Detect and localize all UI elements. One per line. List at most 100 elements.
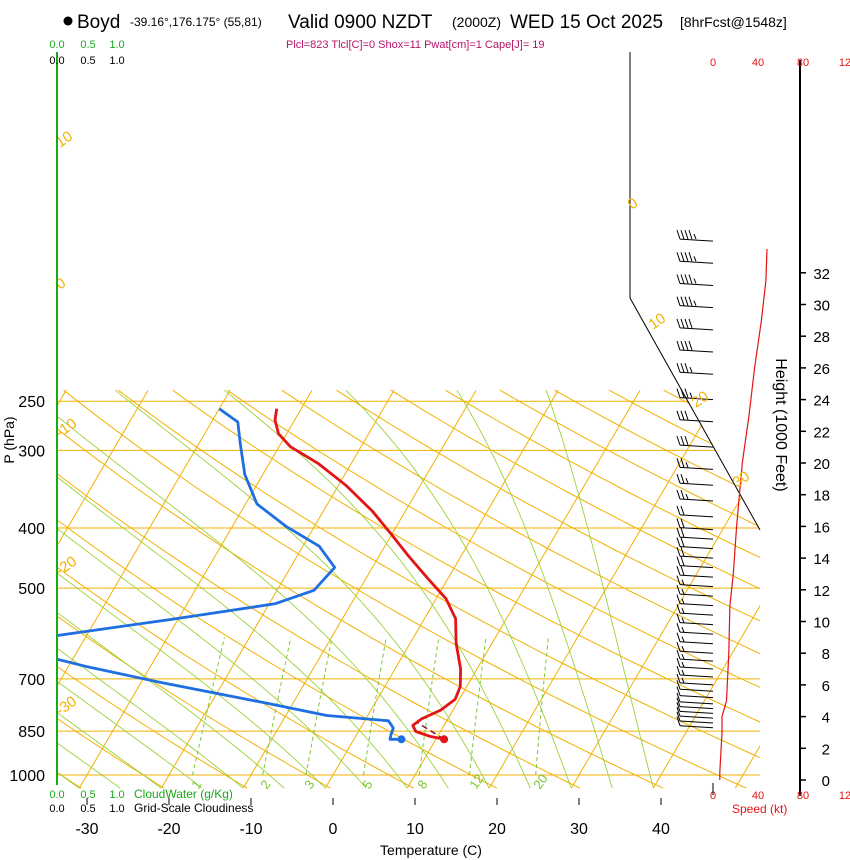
wind-barb-flag bbox=[680, 565, 685, 576]
wind-barb-staff bbox=[679, 466, 714, 470]
cloud-tick-label: 0.0 bbox=[49, 39, 64, 51]
wind-barb-flag bbox=[676, 613, 681, 623]
dewpoint-line bbox=[56, 407, 402, 741]
temperature-tick-label: 10 bbox=[406, 821, 424, 838]
wind-barb-half bbox=[689, 367, 693, 373]
wind-barb-staff bbox=[679, 327, 714, 331]
wind-barb-staff bbox=[679, 603, 714, 607]
valid-date: WED 15 Oct 2025 bbox=[510, 12, 663, 33]
isotherm-label: 0 bbox=[53, 275, 70, 294]
station-marker-icon bbox=[63, 16, 73, 26]
wind-barb-staff bbox=[679, 536, 714, 540]
cloudiness-label: Grid-Scale Cloudiness bbox=[134, 801, 253, 815]
wind-barb-staff bbox=[679, 666, 714, 670]
speed-tick-label: 40 bbox=[752, 790, 764, 802]
wind-barb-flag bbox=[680, 474, 685, 484]
height-tick-label: 14 bbox=[813, 551, 830, 568]
wind-barb-flag bbox=[676, 474, 681, 484]
wind-barb-staff bbox=[679, 706, 714, 710]
isotherm-label: 30 bbox=[730, 468, 753, 491]
wind-barb-flag bbox=[676, 318, 681, 329]
wind-barb-half bbox=[681, 653, 685, 660]
wind-barb-staff bbox=[679, 641, 714, 645]
wind-barb-flag bbox=[676, 489, 681, 500]
wind-barb-flag bbox=[676, 575, 681, 585]
wind-barb-half bbox=[693, 233, 697, 240]
wind-barb bbox=[676, 410, 714, 423]
wind-barb-flag bbox=[684, 410, 689, 420]
wind-barb-staff bbox=[679, 674, 714, 678]
wind-barb-flag bbox=[688, 229, 693, 240]
speed-tick-label: 40 bbox=[752, 57, 764, 69]
mixing-ratio-label: 8 bbox=[414, 777, 430, 792]
height-tick-label: 20 bbox=[813, 456, 830, 473]
height-tick-label: 16 bbox=[813, 519, 830, 536]
wind-barb bbox=[676, 296, 714, 309]
moist-adiabat-line bbox=[56, 389, 408, 789]
pressure-tick-label: 300 bbox=[18, 443, 45, 460]
speed-axis-title: Speed (kt) bbox=[732, 802, 787, 816]
isotherm-line bbox=[78, 389, 313, 789]
wind-barb-flag bbox=[676, 632, 681, 642]
grid-lines bbox=[56, 389, 760, 789]
wind-barb-staff bbox=[679, 622, 714, 626]
utc-time: (2000Z) bbox=[452, 14, 501, 30]
dry-adiabat-line bbox=[336, 389, 760, 789]
wind-barb-staff bbox=[679, 593, 714, 597]
height-tick-label: 22 bbox=[813, 424, 830, 441]
wind-barb bbox=[676, 274, 714, 286]
wind-barb-flag bbox=[676, 711, 681, 722]
isotherm-line bbox=[56, 389, 231, 789]
temperature-tick-label: 30 bbox=[570, 821, 588, 838]
temperature-tick-label: 20 bbox=[488, 821, 506, 838]
wind-barb bbox=[676, 363, 714, 375]
temperature-tick-label: 40 bbox=[652, 821, 670, 838]
height-tick-label: 24 bbox=[813, 393, 830, 410]
wind-barb-staff bbox=[679, 701, 714, 705]
wind-barb-flag bbox=[676, 692, 681, 703]
wind-barb-staff bbox=[679, 612, 714, 616]
wind-barb-flag bbox=[688, 340, 693, 351]
wind-barb-flag bbox=[688, 318, 693, 329]
valid-time: Valid 0900 NZDT bbox=[288, 12, 433, 33]
speed-tick-label: 12 bbox=[839, 790, 850, 802]
wind-barb-staff bbox=[679, 565, 714, 569]
wind-barb-staff bbox=[679, 444, 714, 448]
cloud-tick-label: 0.0 bbox=[49, 789, 64, 801]
wind-barb-staff bbox=[679, 715, 714, 719]
wind-barb-flag bbox=[684, 318, 689, 329]
wind-barb bbox=[676, 340, 714, 353]
wind-barb bbox=[676, 556, 714, 569]
y-axis-title: P (hPa) bbox=[1, 416, 17, 463]
isotherm-label: 10 bbox=[53, 128, 76, 151]
forecast-info: [8hrFcst@1548z] bbox=[680, 14, 787, 30]
wind-barb-flag bbox=[684, 435, 689, 446]
wind-barb bbox=[676, 435, 714, 448]
wind-barb-staff bbox=[679, 238, 714, 242]
wind-barb bbox=[676, 665, 714, 678]
height-tick-label: 2 bbox=[822, 741, 830, 758]
speed-tick-label: 0 bbox=[710, 57, 716, 69]
cloud-tick-label: 0.5 bbox=[80, 39, 95, 51]
moist-adiabat-line bbox=[56, 389, 449, 789]
wind-barb-staff bbox=[679, 371, 714, 375]
wind-barb-half bbox=[681, 661, 685, 668]
dry-adiabat-line bbox=[117, 389, 760, 789]
wind-barb-flag bbox=[676, 252, 681, 262]
wind-barb bbox=[676, 716, 714, 729]
wind-barb-half bbox=[681, 588, 685, 595]
height-tick-label: 32 bbox=[813, 266, 830, 283]
wind-barb bbox=[676, 707, 714, 719]
wind-barb-flag bbox=[676, 518, 681, 528]
wind-barb bbox=[676, 711, 714, 724]
cloud-tick-label: 1.0 bbox=[109, 55, 124, 67]
wind-barb bbox=[676, 692, 714, 705]
wind-barb-staff bbox=[679, 710, 714, 714]
cloud-axis-ticks: 0.0 0.5 1.0 0.0 0.5 1.0 0.0 0.5 1.0 0.0 0.5 1.0 bbox=[49, 39, 124, 815]
cloud-tick-label: 0.0 bbox=[49, 803, 64, 815]
cloud-tick-label: 1.0 bbox=[109, 803, 124, 815]
wind-barb-flag bbox=[676, 556, 681, 566]
isotherm-label: 0 bbox=[625, 195, 642, 214]
isotherm-line bbox=[406, 389, 641, 789]
dry-adiabat-line bbox=[56, 389, 165, 789]
